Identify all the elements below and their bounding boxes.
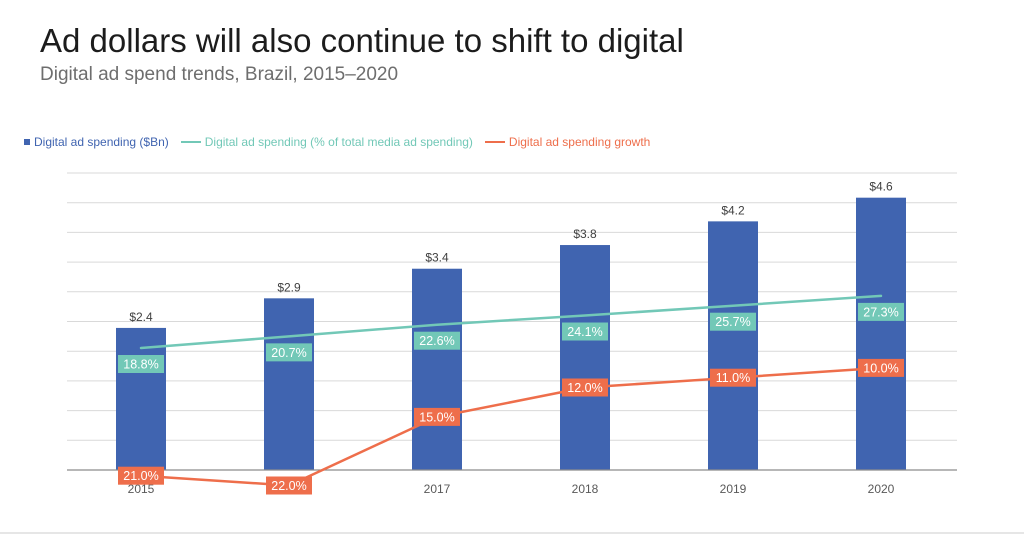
growth-data-label: 21.0% — [123, 469, 158, 483]
bar — [856, 197, 906, 470]
legend-item-share: Digital ad spending (% of total media ad… — [180, 135, 473, 149]
legend-item-growth: Digital ad spending growth — [484, 135, 651, 149]
footer-divider — [0, 532, 1024, 534]
growth-data-label: 15.0% — [419, 410, 454, 424]
legend-item-spending: Digital ad spending ($Bn) — [24, 135, 169, 149]
x-tick-label: 2020 — [868, 482, 895, 496]
growth-data-label-box — [266, 476, 312, 495]
bar-value-label: $4.2 — [721, 203, 745, 217]
legend-swatch-share — [180, 141, 201, 143]
growth-data-label-box — [414, 407, 460, 426]
x-tick-label: 2019 — [720, 482, 747, 496]
share-data-label: 18.8% — [123, 358, 158, 372]
share-data-label-box — [858, 302, 904, 321]
growth-data-label-box — [118, 466, 164, 485]
bar — [116, 327, 166, 470]
share-series-line — [139, 294, 883, 350]
share-data-label-box — [710, 312, 756, 331]
x-tick-label: 2015 — [128, 482, 155, 496]
bar-value-label: $4.6 — [869, 180, 893, 194]
legend-label-growth: Digital ad spending growth — [508, 135, 651, 149]
share-data-label: 27.3% — [863, 305, 898, 319]
bar-value-label: $2.4 — [129, 310, 153, 324]
bar — [560, 245, 610, 470]
bar-value-label: $3.8 — [573, 227, 597, 241]
chart-subtitle: Digital ad spend trends, Brazil, 2015–20… — [40, 64, 399, 85]
legend-swatch-bar — [24, 139, 30, 145]
x-tick-label: 2017 — [424, 482, 451, 496]
share-data-label-box — [562, 322, 608, 341]
bar — [708, 221, 758, 470]
share-data-label-box — [118, 355, 164, 373]
share-data-label: 25.7% — [715, 315, 750, 329]
bar — [412, 268, 462, 470]
growth-data-label: 11.0% — [716, 371, 751, 385]
x-tick-label: 2018 — [572, 482, 599, 496]
bar-value-label: $3.4 — [425, 251, 449, 265]
legend: Digital ad spending ($Bn) Digital ad spe… — [24, 135, 662, 149]
legend-swatch-growth — [484, 141, 505, 143]
growth-data-label: 10.0% — [863, 361, 898, 375]
share-data-label: 24.1% — [567, 325, 602, 339]
growth-series-line — [139, 366, 883, 487]
share-data-label: 22.6% — [419, 334, 454, 348]
share-data-label: 20.7% — [271, 346, 306, 360]
share-data-label-box — [266, 343, 312, 362]
share-data-label-box — [414, 331, 460, 350]
growth-data-label-box — [562, 378, 608, 397]
growth-data-label: 22.0% — [271, 479, 306, 493]
legend-label-spending: Digital ad spending ($Bn) — [34, 135, 169, 149]
legend-label-share: Digital ad spending (% of total media ad… — [204, 135, 473, 149]
bar — [264, 298, 314, 470]
growth-data-label-box — [710, 368, 756, 387]
growth-data-label-box — [858, 358, 904, 377]
growth-data-label: 12.0% — [567, 381, 602, 395]
bar-value-label: $2.9 — [277, 280, 301, 294]
chart-title: Ad dollars will also continue to shift t… — [40, 22, 684, 59]
